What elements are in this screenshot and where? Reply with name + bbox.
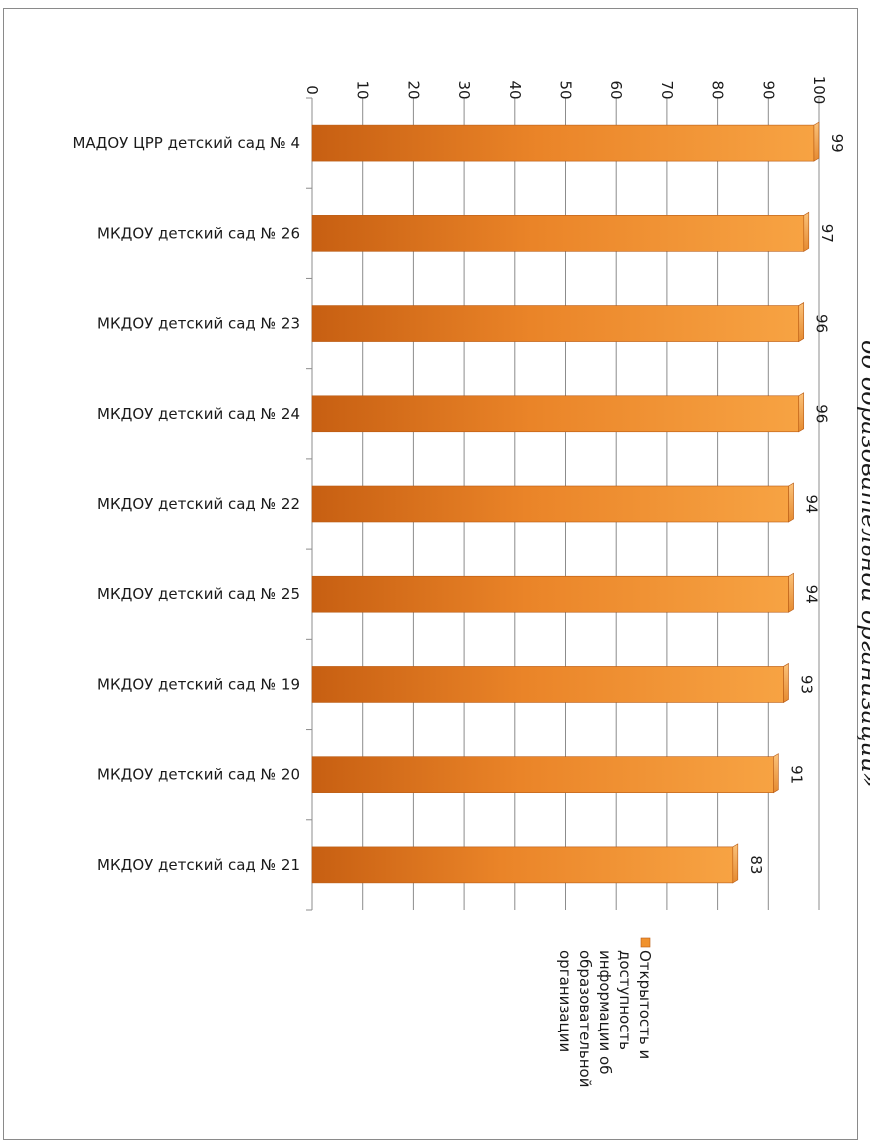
bar-end-face bbox=[732, 843, 739, 884]
bar-group bbox=[311, 392, 805, 433]
bar-end-face bbox=[788, 572, 794, 613]
bar bbox=[311, 575, 789, 613]
tick-label: 60 bbox=[607, 80, 625, 99]
data-label: 96 bbox=[813, 314, 831, 333]
bar-group bbox=[311, 121, 820, 162]
bar-group bbox=[311, 843, 739, 884]
data-label: 91 bbox=[787, 765, 805, 784]
bar-group bbox=[311, 482, 794, 523]
data-label: 83 bbox=[747, 855, 765, 874]
tick-label: 100 bbox=[810, 76, 828, 105]
bar-end-face bbox=[813, 121, 820, 162]
chart-title: об образовательной организации» bbox=[856, 340, 870, 787]
value-axis: 0 10 20 30 40 50 60 70 80 90 100 bbox=[303, 76, 828, 105]
category-label: МКДОУ детский сад № 19 bbox=[97, 675, 300, 693]
bar bbox=[311, 215, 805, 252]
category-axis: МАДОУ ЦРР детский сад № 4 МКДОУ детский с… bbox=[72, 134, 300, 874]
tick-label: 40 bbox=[506, 80, 524, 99]
chart-frame bbox=[3, 8, 858, 1140]
data-label: 93 bbox=[798, 675, 816, 694]
legend-text-line: образовательной bbox=[576, 950, 594, 1087]
category-label: МАДОУ ЦРР детский сад № 4 bbox=[72, 134, 300, 152]
bar-group bbox=[311, 302, 805, 343]
bar-end-face bbox=[798, 302, 805, 343]
data-label: 97 bbox=[818, 224, 836, 243]
data-label: 96 bbox=[813, 404, 831, 423]
bar bbox=[311, 124, 815, 162]
bar bbox=[311, 485, 789, 523]
data-label: 94 bbox=[803, 585, 821, 604]
category-label: МКДОУ детский сад № 21 bbox=[97, 856, 300, 874]
tick-label: 0 bbox=[303, 85, 321, 95]
bar-end-face bbox=[803, 211, 810, 252]
bar-group bbox=[311, 753, 779, 794]
bar bbox=[311, 846, 734, 884]
legend-swatch bbox=[640, 937, 651, 948]
bar bbox=[311, 756, 774, 793]
bars: 99 97 96 96 94 94 93 91 83 bbox=[311, 121, 846, 884]
bar bbox=[311, 395, 800, 433]
tick-label: 90 bbox=[759, 80, 777, 99]
legend-text-line: организации bbox=[556, 950, 574, 1052]
tick-label: 50 bbox=[557, 80, 575, 99]
tick-label: 10 bbox=[354, 80, 372, 99]
category-label: МКДОУ детский сад № 24 bbox=[97, 405, 300, 423]
legend-text-line: Открытость и bbox=[636, 950, 654, 1059]
bar-group bbox=[311, 572, 794, 613]
category-label: МКДОУ детский сад № 25 bbox=[97, 585, 300, 603]
legend-text-line: информации об bbox=[596, 950, 614, 1075]
tick-label: 20 bbox=[404, 80, 422, 99]
bar-group bbox=[311, 211, 810, 252]
data-label: 94 bbox=[803, 494, 821, 513]
legend-text-line: доступность bbox=[616, 950, 634, 1050]
category-label: МКДОУ детский сад № 20 bbox=[97, 766, 300, 784]
bar-end-face bbox=[798, 392, 805, 433]
bar-end-face bbox=[788, 482, 794, 523]
bar-end-face bbox=[783, 662, 789, 703]
bar bbox=[311, 666, 784, 703]
data-label: 99 bbox=[828, 134, 846, 153]
category-label: МКДОУ детский сад № 26 bbox=[97, 224, 300, 242]
tick-label: 70 bbox=[658, 80, 676, 99]
bar-group bbox=[311, 662, 789, 703]
category-label: МКДОУ детский сад № 23 bbox=[97, 315, 300, 333]
tick-label: 30 bbox=[455, 80, 473, 99]
chart-title-group: об образовательной организации» bbox=[856, 340, 870, 787]
tick-label: 80 bbox=[709, 80, 727, 99]
bar-end-face bbox=[773, 753, 779, 794]
category-label: МКДОУ детский сад № 22 bbox=[97, 495, 300, 513]
bar bbox=[311, 305, 800, 342]
